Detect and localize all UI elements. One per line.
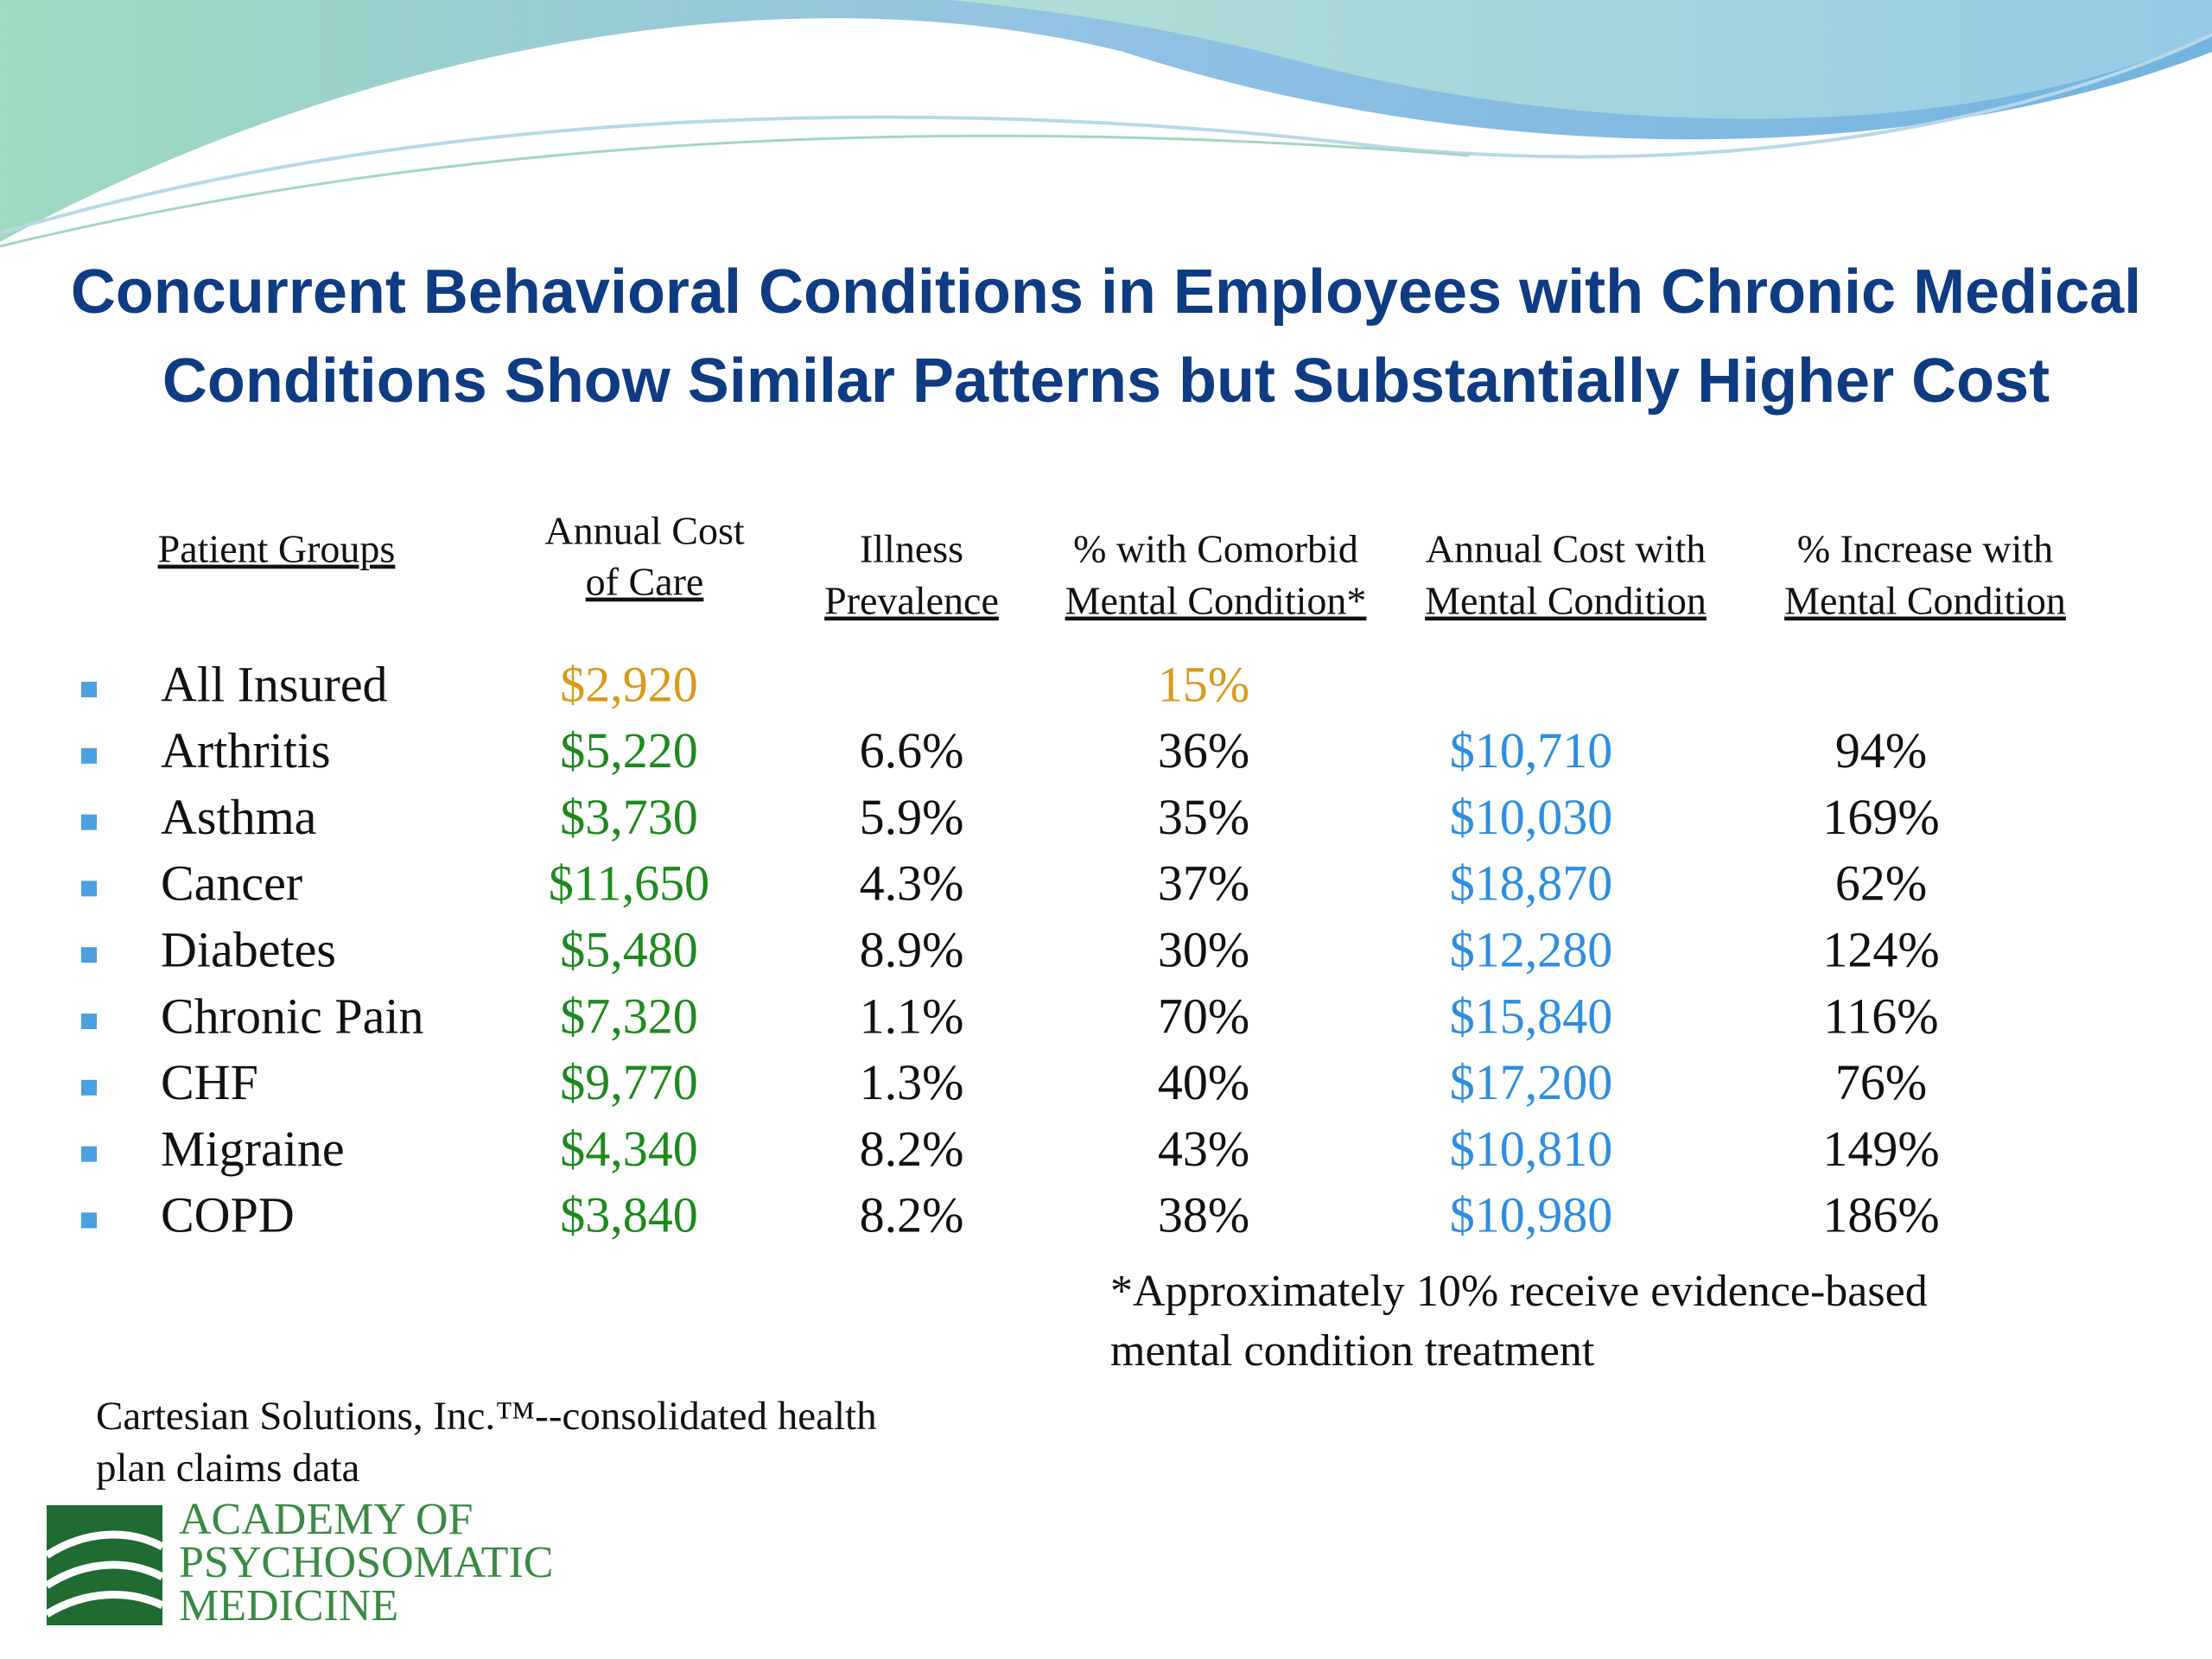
table-cell: 37%	[1158, 855, 1249, 912]
table-cell: 35%	[1158, 789, 1249, 845]
bullet	[81, 1146, 97, 1162]
row-label: All Insured	[161, 656, 388, 712]
bullet	[81, 1212, 97, 1229]
table-cell: 1.3%	[860, 1054, 964, 1110]
footnote: mental condition treatment	[1110, 1326, 1595, 1376]
table-cell: 70%	[1158, 988, 1249, 1044]
bullet	[81, 947, 97, 963]
column-header: Patient Groups	[158, 527, 396, 571]
table-cell: $3,840	[560, 1187, 698, 1243]
column-header: Annual Cost with	[1426, 527, 1707, 571]
bullet	[81, 682, 97, 697]
table-cell: 36%	[1158, 722, 1249, 779]
table-cell: 169%	[1822, 789, 1939, 845]
table-cell: 94%	[1835, 722, 1927, 779]
row-label: Arthritis	[161, 722, 331, 779]
bullet	[81, 1014, 97, 1029]
table-cell: $17,200	[1450, 1054, 1613, 1110]
table-cell: $7,320	[560, 988, 698, 1044]
table-cell: 149%	[1822, 1121, 1939, 1177]
table-cell: $9,770	[560, 1054, 698, 1110]
source-note: plan claims data	[96, 1446, 360, 1491]
table-cell: $15,840	[1450, 988, 1613, 1044]
table-cell: 6.6%	[860, 722, 964, 779]
table-cell: 8.2%	[860, 1121, 964, 1177]
table-cell: 1.1%	[860, 988, 964, 1044]
table-cell: 15%	[1158, 656, 1249, 712]
column-header: % with Comorbid	[1073, 527, 1358, 571]
table-cell: $5,220	[560, 722, 698, 779]
bullet	[81, 880, 97, 897]
column-header: Illness	[860, 527, 963, 571]
table-cell: $5,480	[560, 922, 698, 978]
table-cell: 186%	[1822, 1187, 1939, 1243]
table-cell: 5.9%	[860, 789, 964, 845]
table-cell: 8.2%	[860, 1187, 964, 1243]
table-cell: $10,710	[1450, 722, 1613, 779]
table-cell: $12,280	[1450, 922, 1613, 978]
table-cell: 116%	[1823, 988, 1938, 1044]
footnote: *Approximately 10% receive evidence-base…	[1110, 1267, 1928, 1316]
table-cell: $3,730	[560, 789, 698, 845]
table-cell: 30%	[1158, 922, 1249, 978]
table-cell: 76%	[1835, 1054, 1927, 1110]
table-cell: 43%	[1158, 1121, 1249, 1177]
column-header: Mental Condition	[1784, 579, 2066, 623]
row-label: Diabetes	[161, 922, 336, 978]
table-cell: $18,870	[1450, 855, 1613, 912]
logo-text: PSYCHOSOMATIC	[179, 1538, 553, 1587]
row-label: Migraine	[161, 1121, 345, 1177]
table-cell: $10,030	[1450, 789, 1613, 845]
row-label: COPD	[161, 1187, 295, 1243]
table-cell: $10,980	[1450, 1187, 1613, 1243]
bullet	[81, 1079, 97, 1096]
title-line: Concurrent Behavioral Conditions in Empl…	[71, 257, 2141, 327]
table-cell: 124%	[1822, 922, 1939, 978]
row-label: Cancer	[161, 855, 302, 912]
table-cell: 38%	[1158, 1187, 1249, 1243]
column-header: % Increase with	[1797, 527, 2053, 571]
table-cell: $11,650	[549, 855, 709, 912]
column-header: of Care	[586, 560, 704, 604]
bullet	[81, 814, 97, 830]
logo	[44, 1505, 165, 1625]
logo-text: MEDICINE	[179, 1581, 398, 1630]
table-cell: 62%	[1835, 855, 1927, 912]
row-label: CHF	[161, 1054, 258, 1110]
table-cell: 4.3%	[860, 855, 964, 912]
column-header: Annual Cost	[544, 509, 745, 553]
table-cell: 40%	[1158, 1054, 1249, 1110]
logo-text: ACADEMY OF	[179, 1495, 473, 1544]
table-cell: $2,920	[560, 656, 698, 712]
row-label: Chronic Pain	[161, 988, 423, 1044]
table-cell: $4,340	[560, 1121, 698, 1177]
source-note: Cartesian Solutions, Inc.™--consolidated…	[96, 1394, 877, 1439]
column-header: Mental Condition	[1425, 579, 1707, 623]
header-decoration	[0, 0, 2212, 248]
column-header: Prevalence	[824, 579, 999, 623]
title-line: Conditions Show Similar Patterns but Sub…	[162, 346, 2050, 416]
table-cell: 8.9%	[860, 922, 964, 978]
row-label: Asthma	[161, 789, 316, 845]
bullet	[81, 747, 97, 764]
table-cell: $10,810	[1450, 1121, 1613, 1177]
column-header: Mental Condition*	[1065, 579, 1367, 623]
